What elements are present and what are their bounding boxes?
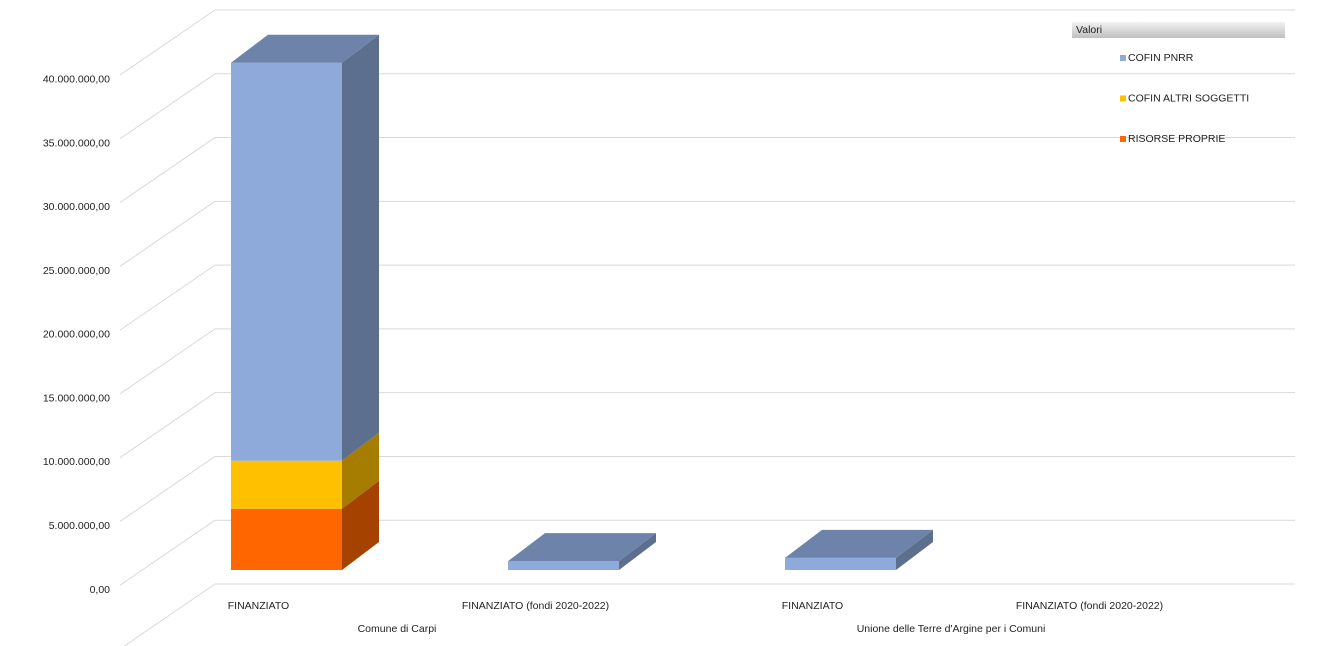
- group-label: Comune di Carpi: [358, 623, 437, 635]
- grid-line: [119, 519, 216, 586]
- y-tick-label: 25.000.000,00: [43, 265, 110, 277]
- x-tick-label: FINANZIATO (fondi 2020-2022): [462, 600, 609, 612]
- y-tick-label: 5.000.000,00: [49, 520, 110, 532]
- y-tick-label: 10.000.000,00: [43, 456, 110, 468]
- bar: [231, 460, 342, 509]
- bar-side: [342, 432, 379, 509]
- legend-swatch: [1120, 55, 1126, 61]
- bar-side: [619, 533, 656, 570]
- bar-top: [231, 34, 379, 63]
- bar: [231, 508, 342, 570]
- y-tick-label: 0,00: [90, 584, 111, 596]
- bar: [785, 557, 896, 570]
- x-tick-label: FINANZIATO (fondi 2020-2022): [1016, 600, 1163, 612]
- grid-line: [119, 137, 216, 203]
- legend-label: COFIN ALTRI SOGGETTI: [1128, 92, 1249, 104]
- bar: [231, 62, 342, 461]
- x-tick-label: FINANZIATO: [782, 600, 843, 612]
- legend-label: COFIN PNRR: [1128, 52, 1194, 64]
- bar-side: [342, 34, 379, 461]
- y-tick-label: 15.000.000,00: [43, 392, 110, 404]
- legend-title-box: [1072, 22, 1285, 38]
- bar: [508, 561, 619, 570]
- grid-line: [123, 583, 216, 646]
- grid-line: [119, 328, 216, 395]
- grid-line: [119, 200, 216, 267]
- y-tick-label: 20.000.000,00: [43, 329, 110, 341]
- grid-line: [119, 456, 216, 522]
- group-label: Unione delle Terre d'Argine per i Comuni: [857, 623, 1046, 635]
- legend-swatch: [1120, 95, 1126, 102]
- grid-line: [119, 264, 216, 331]
- legend-swatch: [1120, 136, 1126, 142]
- grid-line: [119, 392, 216, 459]
- y-tick-label: 40.000.000,00: [43, 74, 110, 86]
- bar-side: [896, 529, 933, 570]
- grid-line: [119, 9, 216, 76]
- bar-top: [508, 533, 656, 562]
- bar-top: [785, 529, 933, 558]
- legend-title: Valori: [1076, 24, 1102, 36]
- legend-label: RISORSE PROPRIE: [1128, 133, 1225, 145]
- x-tick-label: FINANZIATO: [228, 600, 289, 612]
- grid-line: [119, 73, 216, 140]
- y-tick-label: 30.000.000,00: [43, 201, 110, 213]
- y-tick-label: 35.000.000,00: [43, 137, 110, 149]
- bar-side: [342, 480, 379, 570]
